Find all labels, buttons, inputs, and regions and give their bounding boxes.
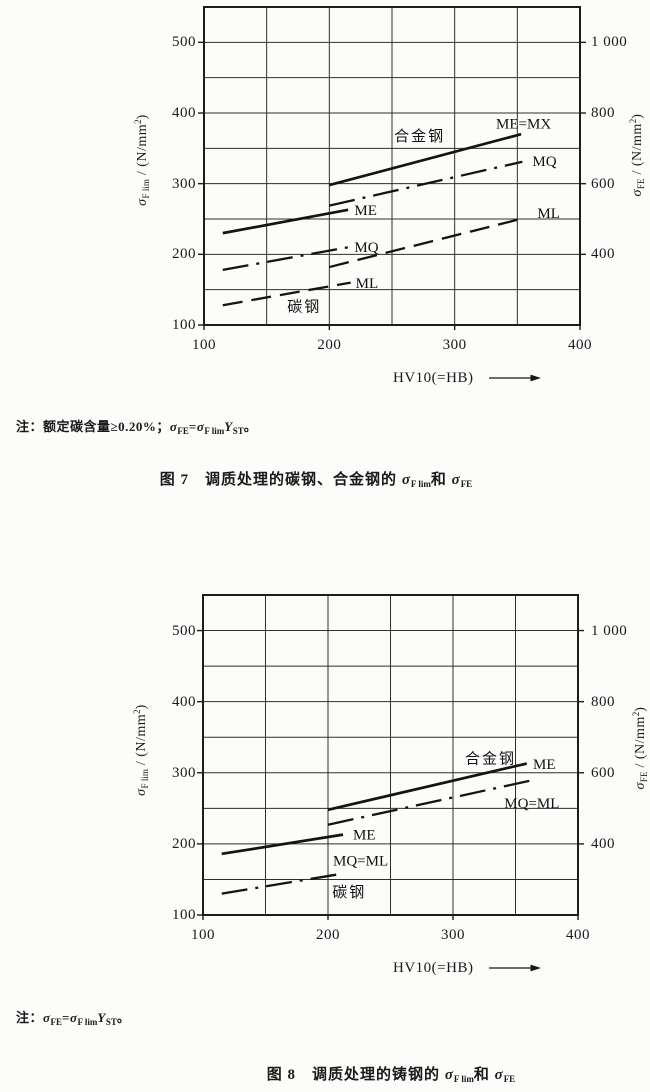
series-label: 合金钢 bbox=[394, 128, 445, 145]
axis-tick-label: 100 bbox=[172, 317, 196, 333]
series-label: MQ bbox=[354, 240, 378, 256]
fig7-note: 注：额定碳含量≥0.20%；σFE=σF limYST。 bbox=[16, 419, 258, 436]
axis-tick-label: 600 bbox=[591, 764, 615, 781]
axis-tick-label: 400 bbox=[172, 693, 196, 710]
axis-tick-label: 400 bbox=[172, 105, 196, 121]
right-arrow-icon bbox=[489, 374, 542, 382]
axis-tick-label: 200 bbox=[172, 246, 196, 263]
axis-tick-label: 600 bbox=[591, 175, 615, 192]
fig7-caption: 图 7 调质处理的碳钢、合金钢的 σF lim和 σFE bbox=[159, 472, 473, 489]
plot-border bbox=[202, 594, 579, 916]
axis-tick-label: 1 000 bbox=[591, 34, 628, 51]
series-line-合金钢-ML bbox=[329, 216, 527, 269]
series-label: 合金钢 bbox=[465, 750, 516, 767]
series-line-合金钢-ME=MX bbox=[328, 132, 522, 187]
axis-tick-label: 300 bbox=[172, 175, 196, 192]
axis-tick-label: 300 bbox=[441, 927, 465, 943]
axis-tick-label: 400 bbox=[566, 927, 590, 943]
fig8-x-axis-label: HV10(=HB) bbox=[393, 960, 542, 976]
fig8-x-axis-label-text: HV10(=HB) bbox=[393, 960, 474, 976]
fig7-x-axis-label: HV10(=HB) bbox=[393, 370, 542, 386]
axis-tick-label: 100 bbox=[172, 907, 196, 923]
axis-tick-label: 800 bbox=[591, 693, 615, 710]
series-line-碳钢-ME bbox=[221, 833, 344, 856]
series-line-合金钢-ME bbox=[327, 762, 528, 812]
axis-tick-label: 1 000 bbox=[591, 622, 628, 639]
axis-tick-label: 100 bbox=[192, 337, 216, 353]
series-label: ME=MX bbox=[496, 116, 551, 132]
axis-tick-label: 400 bbox=[591, 246, 615, 263]
series-label: 碳钢 bbox=[287, 298, 321, 315]
fig7-plot-area: 合金钢 ME=MX MQ ML ME MQ ML 碳钢 bbox=[198, 6, 586, 330]
axis-tick-label: 500 bbox=[172, 622, 196, 639]
right-arrow-icon bbox=[489, 964, 542, 972]
series-line-碳钢-ME bbox=[222, 208, 349, 235]
series-line-碳钢-ML bbox=[222, 281, 351, 307]
series-label: ME bbox=[354, 203, 377, 219]
series-line-合金钢-MQ=ML bbox=[327, 779, 531, 826]
series-label: ML bbox=[356, 276, 379, 292]
series-label: ME bbox=[533, 757, 556, 773]
series-label: ME bbox=[353, 827, 376, 843]
series-line-碳钢-MQ=ML bbox=[221, 872, 342, 895]
axis-tick-label: 200 bbox=[172, 835, 196, 852]
fig8-plot-area: 合金钢 ME MQ=ML ME MQ=ML 碳钢 bbox=[197, 594, 584, 920]
axis-tick-label: 200 bbox=[316, 927, 340, 943]
series-label: MQ=ML bbox=[504, 796, 559, 812]
axis-tick-label: 500 bbox=[172, 34, 196, 51]
series-label: ML bbox=[537, 206, 560, 222]
plot-border bbox=[203, 6, 581, 326]
fig8-caption: 图 8 调质处理的铸钢的 σF lim和 σFE bbox=[266, 1067, 516, 1084]
series-line-碳钢-MQ bbox=[222, 246, 349, 272]
axis-tick-label: 300 bbox=[442, 337, 467, 353]
axis-tick-label: 400 bbox=[591, 835, 615, 852]
axis-tick-label: 100 bbox=[191, 927, 215, 943]
fig7-x-axis-label-text: HV10(=HB) bbox=[393, 370, 474, 386]
series-line-合金钢-MQ bbox=[329, 160, 523, 207]
axis-tick-label: 800 bbox=[591, 105, 615, 121]
series-label: 碳钢 bbox=[332, 884, 366, 901]
axis-tick-label: 400 bbox=[568, 337, 592, 353]
axis-tick-label: 200 bbox=[317, 337, 342, 353]
fig8-note: 注：σFE=σF limYST。 bbox=[16, 1010, 131, 1027]
series-label: MQ=ML bbox=[333, 854, 388, 870]
fig8-y-axis-title-left: σF lim / (N/mm2) bbox=[132, 704, 150, 796]
axis-tick-label: 300 bbox=[172, 764, 196, 781]
series-label: MQ bbox=[532, 154, 556, 170]
